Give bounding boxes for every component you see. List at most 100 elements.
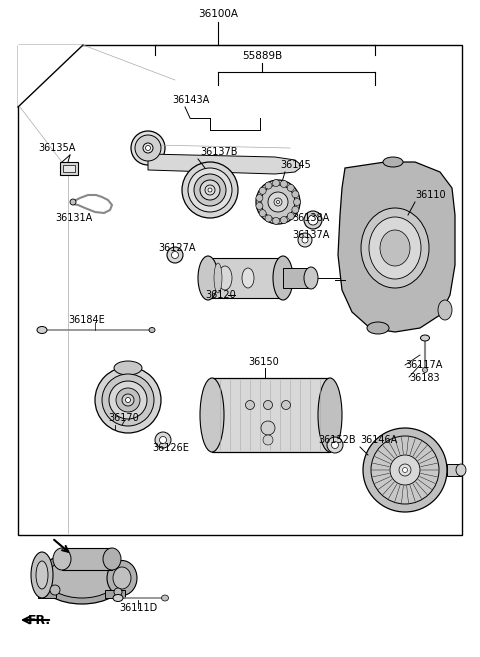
Ellipse shape bbox=[200, 378, 224, 452]
Ellipse shape bbox=[205, 185, 215, 195]
Ellipse shape bbox=[122, 394, 134, 406]
Text: 36135A: 36135A bbox=[38, 143, 75, 153]
Text: 36138A: 36138A bbox=[292, 213, 329, 223]
Circle shape bbox=[293, 198, 300, 206]
Circle shape bbox=[280, 181, 288, 187]
Circle shape bbox=[327, 437, 343, 453]
Ellipse shape bbox=[145, 145, 151, 150]
Ellipse shape bbox=[268, 192, 288, 212]
Circle shape bbox=[273, 217, 279, 225]
Circle shape bbox=[302, 237, 308, 243]
Circle shape bbox=[298, 233, 312, 247]
Circle shape bbox=[287, 213, 294, 219]
Text: 36117A: 36117A bbox=[405, 360, 443, 370]
Ellipse shape bbox=[218, 266, 232, 290]
Text: 36127A: 36127A bbox=[158, 243, 195, 253]
Circle shape bbox=[281, 401, 290, 409]
Text: 36150: 36150 bbox=[248, 357, 279, 367]
Ellipse shape bbox=[361, 208, 429, 288]
Ellipse shape bbox=[420, 335, 430, 341]
Text: 36143A: 36143A bbox=[172, 95, 209, 105]
Ellipse shape bbox=[367, 322, 389, 334]
Ellipse shape bbox=[113, 595, 123, 602]
Ellipse shape bbox=[46, 558, 118, 598]
Circle shape bbox=[390, 455, 420, 485]
Text: 36137B: 36137B bbox=[200, 147, 238, 157]
Circle shape bbox=[245, 401, 254, 409]
Ellipse shape bbox=[31, 552, 53, 598]
Circle shape bbox=[332, 442, 338, 449]
Text: 36120: 36120 bbox=[205, 290, 236, 300]
Ellipse shape bbox=[38, 552, 126, 604]
Ellipse shape bbox=[304, 267, 318, 289]
Ellipse shape bbox=[200, 180, 220, 200]
Ellipse shape bbox=[198, 256, 218, 300]
Ellipse shape bbox=[182, 162, 238, 218]
Text: 36111D: 36111D bbox=[119, 603, 157, 613]
Bar bbox=[283, 268, 311, 288]
Bar bbox=[208, 258, 283, 298]
Ellipse shape bbox=[214, 263, 222, 293]
Polygon shape bbox=[338, 162, 455, 332]
Circle shape bbox=[363, 428, 447, 512]
Polygon shape bbox=[18, 45, 83, 107]
Circle shape bbox=[259, 187, 266, 194]
Text: 36126E: 36126E bbox=[152, 443, 189, 453]
Circle shape bbox=[171, 252, 179, 258]
Circle shape bbox=[265, 182, 272, 189]
Circle shape bbox=[261, 421, 275, 435]
Ellipse shape bbox=[116, 388, 140, 412]
Bar bbox=[447, 464, 461, 476]
Ellipse shape bbox=[274, 198, 282, 206]
Circle shape bbox=[159, 436, 167, 443]
Text: 36131A: 36131A bbox=[55, 213, 92, 223]
Ellipse shape bbox=[273, 256, 293, 300]
Bar bbox=[38, 588, 56, 598]
Ellipse shape bbox=[242, 268, 254, 288]
Ellipse shape bbox=[53, 548, 71, 570]
Text: 55889B: 55889B bbox=[242, 51, 282, 61]
Circle shape bbox=[167, 247, 183, 263]
Circle shape bbox=[259, 210, 266, 217]
Circle shape bbox=[287, 185, 294, 191]
Polygon shape bbox=[148, 142, 300, 174]
Circle shape bbox=[399, 464, 411, 476]
Text: 36170: 36170 bbox=[108, 413, 139, 423]
Ellipse shape bbox=[125, 397, 131, 403]
Circle shape bbox=[273, 179, 279, 187]
Circle shape bbox=[292, 191, 299, 198]
Bar bbox=[18, 45, 462, 535]
Circle shape bbox=[256, 194, 263, 202]
Bar bbox=[63, 165, 75, 172]
Circle shape bbox=[264, 401, 273, 409]
Ellipse shape bbox=[194, 174, 226, 206]
Circle shape bbox=[50, 585, 60, 595]
Bar bbox=[62, 548, 112, 570]
Ellipse shape bbox=[261, 185, 295, 219]
Text: 36152B: 36152B bbox=[318, 435, 356, 445]
Circle shape bbox=[371, 436, 439, 504]
Circle shape bbox=[280, 217, 288, 223]
Ellipse shape bbox=[380, 230, 410, 266]
Bar bbox=[105, 590, 125, 598]
Circle shape bbox=[265, 215, 272, 222]
Circle shape bbox=[114, 588, 122, 596]
Ellipse shape bbox=[109, 381, 147, 419]
Text: 36137A: 36137A bbox=[292, 230, 329, 240]
Circle shape bbox=[304, 211, 322, 229]
Ellipse shape bbox=[114, 361, 142, 375]
Bar bbox=[212, 378, 330, 452]
Ellipse shape bbox=[102, 374, 154, 426]
Ellipse shape bbox=[36, 561, 48, 589]
Circle shape bbox=[256, 202, 263, 210]
Ellipse shape bbox=[143, 143, 153, 153]
Ellipse shape bbox=[456, 464, 466, 476]
Ellipse shape bbox=[107, 560, 137, 595]
Circle shape bbox=[308, 215, 318, 225]
Ellipse shape bbox=[95, 367, 161, 433]
Ellipse shape bbox=[256, 180, 300, 224]
Ellipse shape bbox=[113, 567, 131, 589]
Circle shape bbox=[70, 199, 76, 205]
Ellipse shape bbox=[188, 168, 232, 212]
Ellipse shape bbox=[103, 548, 121, 570]
